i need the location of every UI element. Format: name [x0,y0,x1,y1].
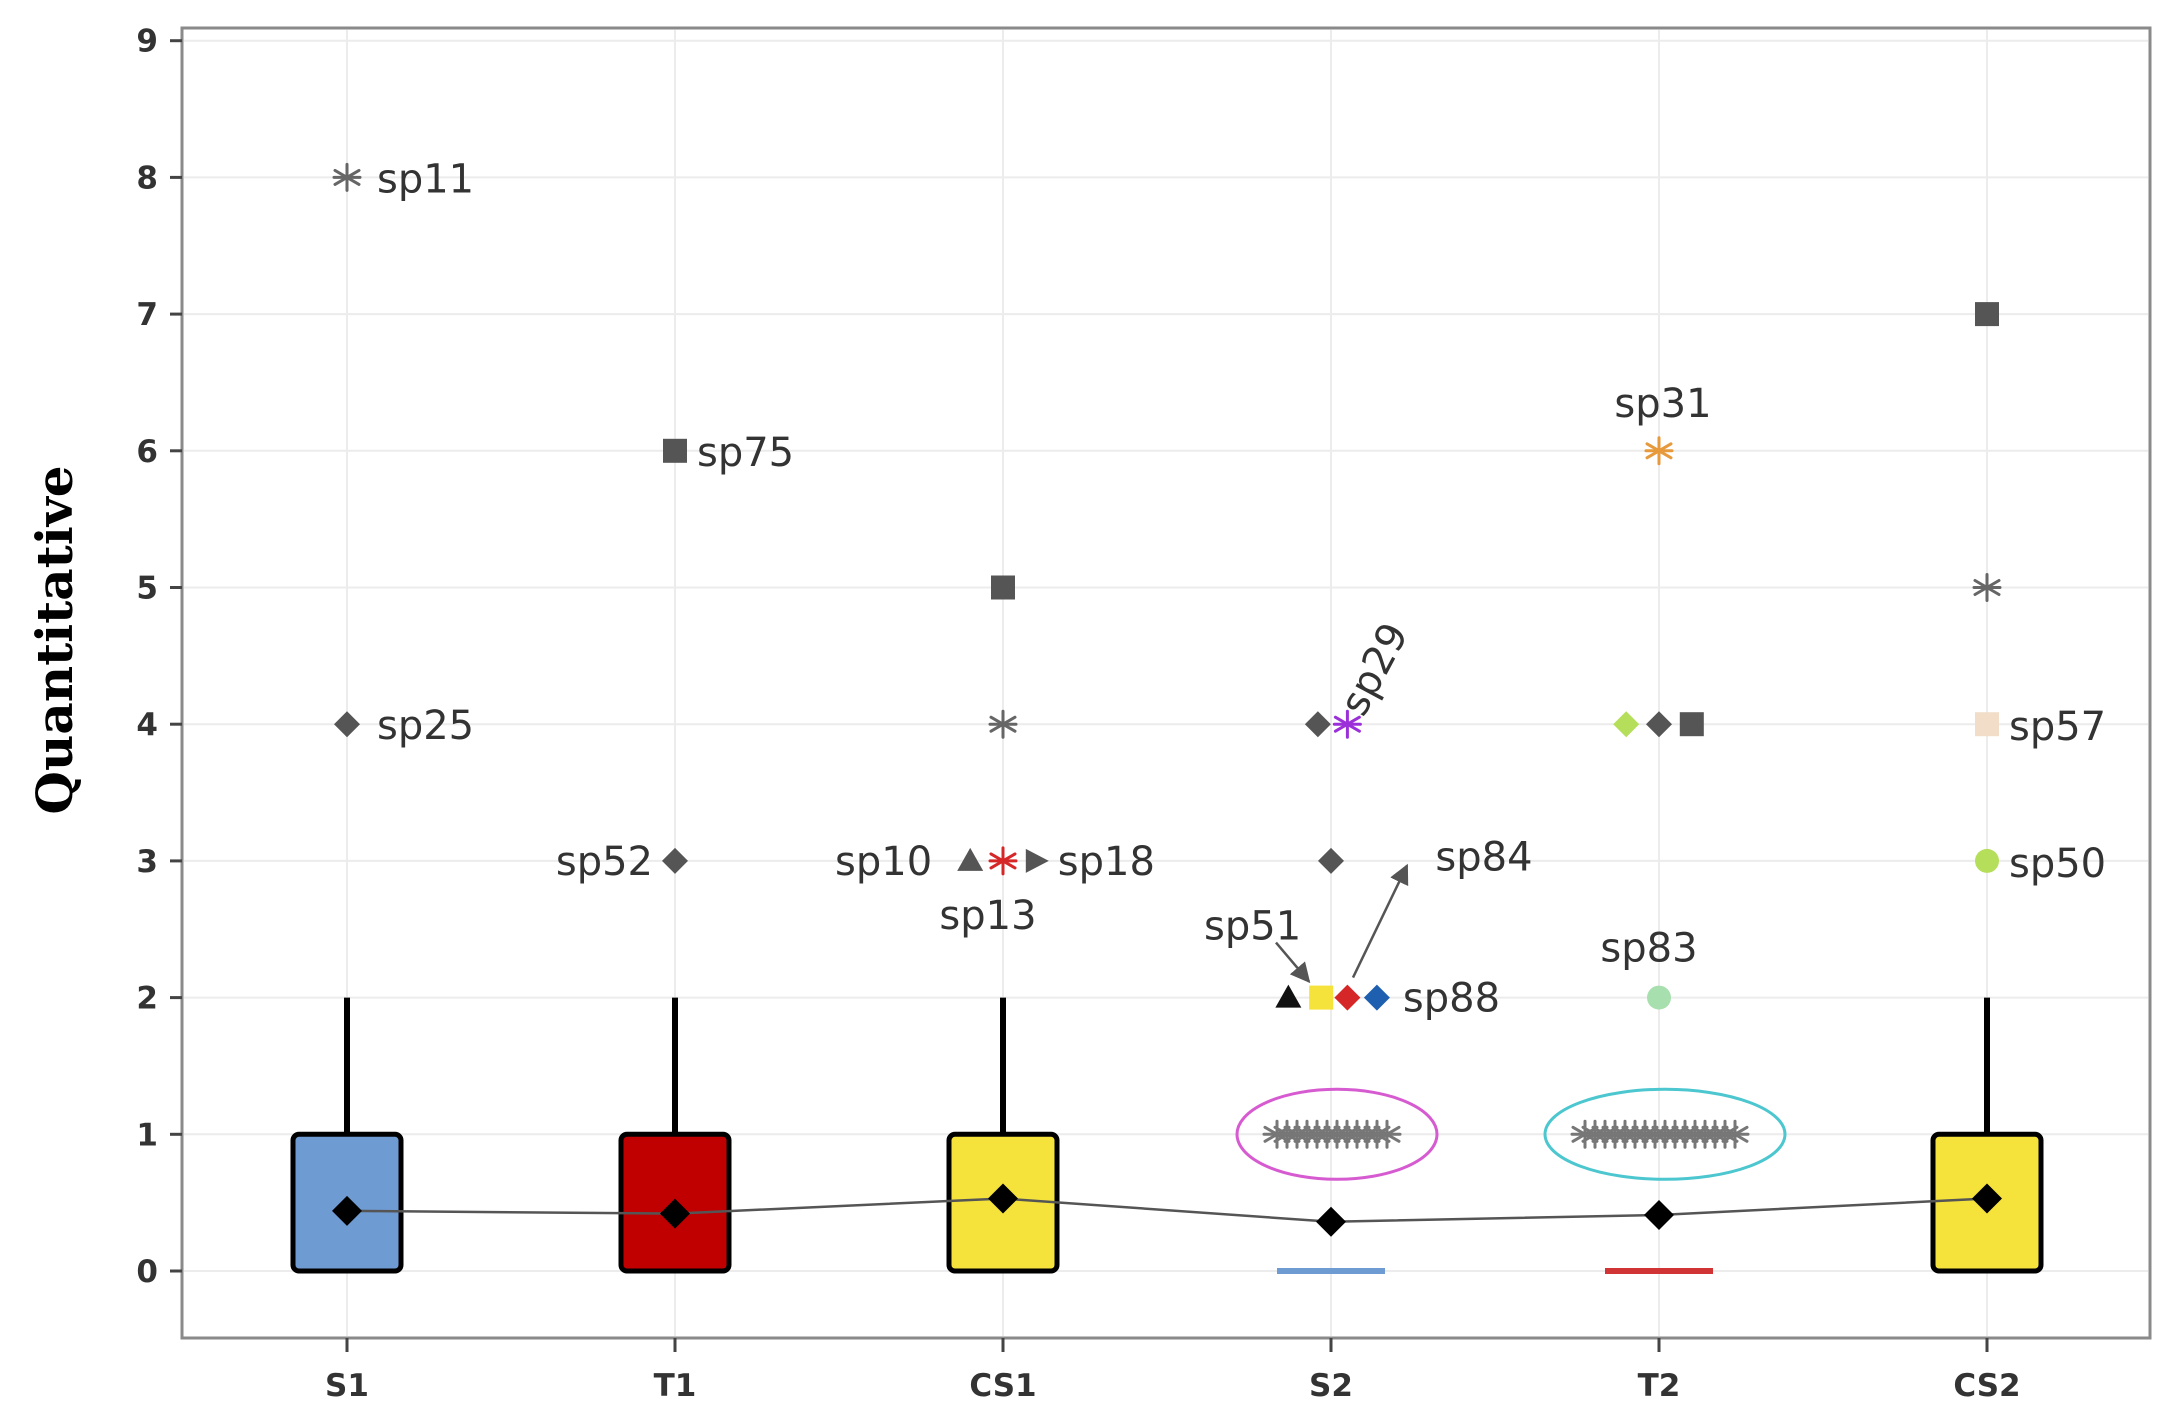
arrow-sp84 [1351,863,1409,979]
mean-marker [1972,1183,2002,1214]
outlier-label: sp51 [1204,904,1301,950]
circle-marker [1647,985,1671,1010]
outlier-label: sp83 [1600,926,1697,972]
triangle-marker [957,847,984,871]
y-tick-label: 0 [136,1254,158,1290]
cluster-ellipse [1235,1087,1439,1181]
outlier-label: sp18 [1058,839,1155,885]
diamond-marker [1363,984,1390,1011]
mean-marker [332,1195,362,1226]
y-tick-label: 7 [136,297,158,333]
outliers [332,162,2002,1149]
outlier-label: sp57 [2009,704,2106,750]
triangle-marker [1025,848,1049,873]
outlier-label: sp84 [1435,835,1532,881]
x-tick-label: S2 [1309,1368,1353,1404]
asterisk-marker [332,162,362,192]
outlier-label: sp11 [377,156,474,202]
outlier-label: sp31 [1614,381,1711,427]
outlier-label: sp75 [697,430,794,476]
triangle-marker [1275,984,1302,1008]
y-tick-label: 1 [136,1117,158,1153]
y-tick-label: 2 [136,981,158,1017]
x-tick-label: T1 [654,1368,697,1404]
diamond-marker [1318,847,1344,874]
outlier-label: sp25 [377,703,474,749]
asterisk-marker [1644,436,1674,466]
y-tick-label: 8 [136,160,158,196]
arrow-sp51 [1275,941,1311,984]
asterisk-marker [1372,1119,1402,1149]
square-marker [663,438,687,463]
annotations [1235,863,1787,1181]
mean-line [346,1197,1988,1224]
diamond-marker [1613,711,1640,738]
outlier-label: sp52 [556,839,653,885]
diamond-marker [1304,711,1331,738]
outlier-label: sp50 [2009,841,2106,887]
square-marker [1309,985,1334,1010]
diamond-marker [662,847,688,874]
y-tick-label: 5 [136,571,158,607]
x-tick-label: CS2 [1953,1368,2020,1404]
outlier-label: sp10 [835,839,932,885]
outlier-label: sp13 [939,893,1036,939]
y-tick-label: 6 [136,434,158,470]
circle-marker [1975,848,1999,873]
asterisk-marker [1972,573,2002,602]
outlier-label: sp88 [1403,976,1500,1022]
square-marker [1975,302,1999,327]
square-marker [991,575,1015,600]
y-tick-label: 3 [136,844,158,880]
cluster-ellipse [1543,1087,1787,1181]
diamond-marker [334,711,360,738]
square-marker [1679,712,1704,737]
mean-marker [1316,1206,1346,1237]
asterisk-marker [988,846,1018,876]
asterisk-marker [1720,1119,1750,1149]
diamond-marker [1646,711,1672,738]
asterisk-marker [1332,709,1362,739]
x-tick-label: CS1 [969,1368,1036,1404]
mean-marker [988,1183,1018,1214]
y-axis-label: Quantitative [25,465,84,814]
y-tick-label: 9 [136,24,158,60]
mean-marker [660,1198,690,1229]
mean-line-group [332,1183,2002,1237]
axes: 0 1 2 3 4 5 6 7 8 9 S1 T1 CS1 S2 T2 CS2 [136,24,2020,1404]
x-tick-label: T2 [1638,1368,1681,1404]
diamond-marker [1334,984,1361,1011]
mean-marker [1644,1199,1674,1230]
x-tick-label: S1 [325,1368,369,1404]
y-tick-label: 4 [136,707,158,743]
plot-panel [180,26,2152,1340]
square-marker [1975,712,1999,737]
asterisk-marker [988,709,1018,739]
